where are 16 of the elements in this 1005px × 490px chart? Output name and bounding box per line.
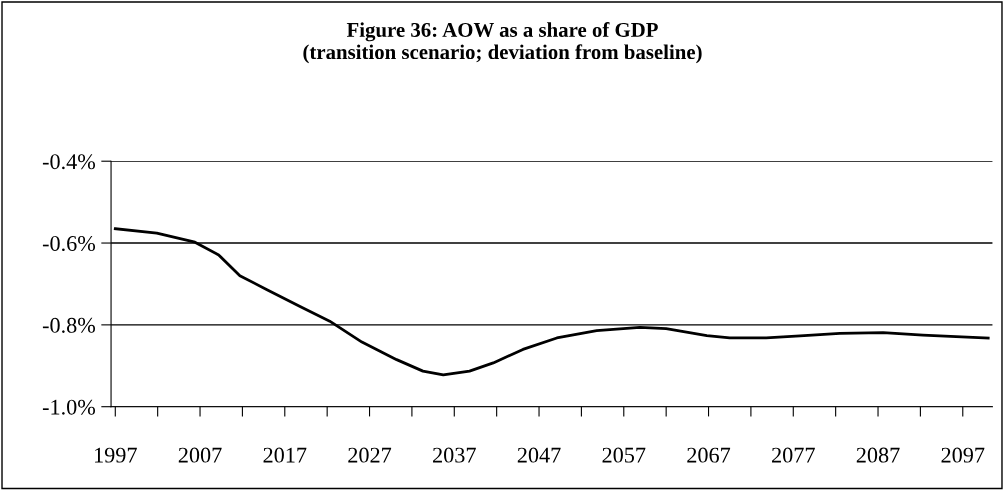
x-tick-label: 2057 (602, 447, 646, 463)
x-tick-label: 2097 (941, 447, 985, 463)
x-tick-label: 2017 (263, 447, 307, 463)
x-tick-label: 2037 (433, 447, 476, 463)
x-tick-label: 2067 (687, 447, 731, 463)
x-tick-label: 2087 (856, 447, 900, 463)
y-tick-label: -0.6% (42, 235, 96, 252)
x-tick-label: 2027 (348, 447, 392, 463)
chart-title: Figure 36: AOW as a share of GDP (transition scenario; deviation from baseline) (303, 22, 702, 64)
x-tick-label: 1997 (95, 447, 137, 463)
x-tick-label: 2077 (772, 447, 815, 463)
y-tick-label: -0.8% (42, 317, 96, 333)
x-tick-label: 2007 (178, 447, 222, 463)
x-tick-label: 2047 (517, 447, 561, 463)
y-tick-label: -0.4% (42, 154, 96, 170)
y-tick-label: -1.0% (42, 399, 96, 415)
